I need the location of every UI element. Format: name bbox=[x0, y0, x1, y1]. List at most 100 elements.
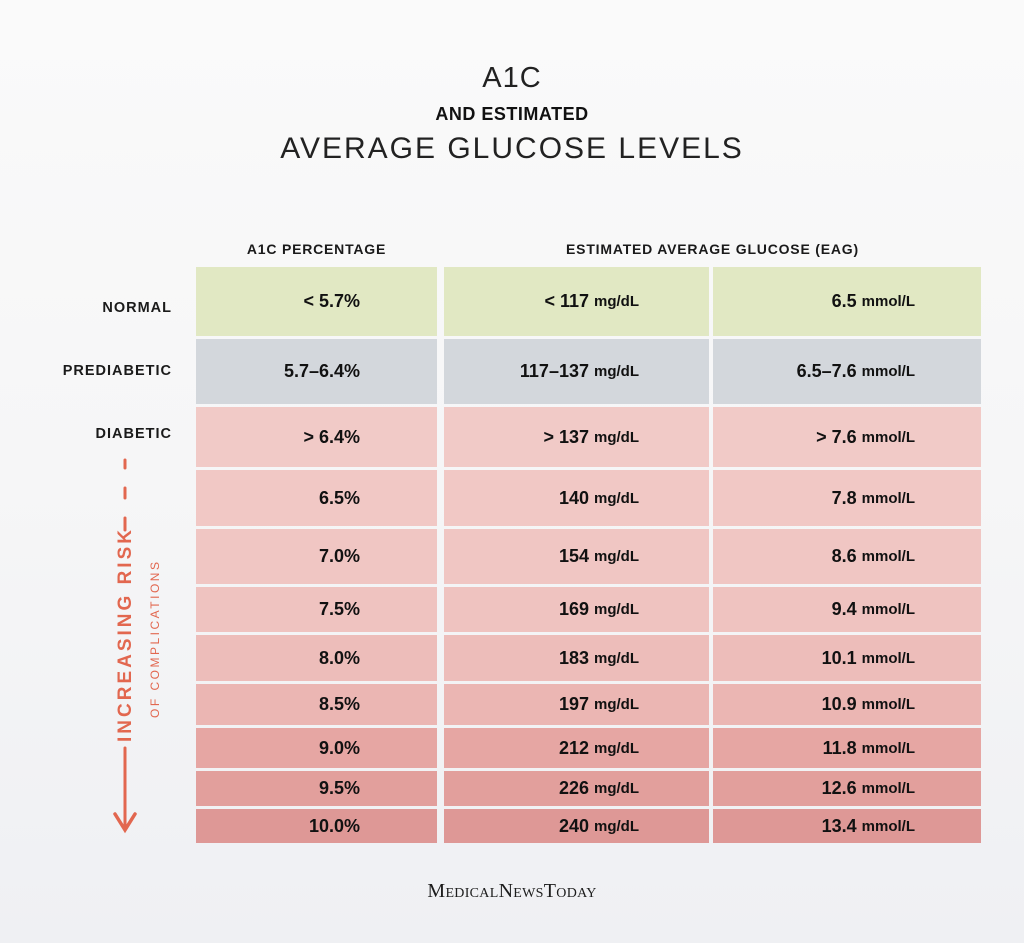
cell-eag-mmol: 13.4 mmol/L bbox=[713, 809, 981, 843]
cell-eag-mmol-value: 6.5 bbox=[831, 291, 857, 311]
cell-eag-mmol: 6.5–7.6 mmol/L bbox=[713, 339, 981, 404]
cell-a1c-value: 9.0% bbox=[318, 737, 360, 758]
cell-a1c-value: < 5.7% bbox=[303, 291, 360, 311]
cell-a1c: 7.5% bbox=[196, 587, 437, 632]
cell-a1c-value: 7.0% bbox=[318, 546, 360, 566]
cell-eag-mmol: > 7.6 mmol/L bbox=[713, 407, 981, 467]
cell-a1c-value: 6.5% bbox=[318, 487, 360, 508]
cell-eag-mgdl: < 117 mg/dL bbox=[444, 267, 709, 336]
cell-eag-mgdl-value: 140 bbox=[558, 487, 589, 508]
cell-eag-mgdl-value: 117–137 bbox=[519, 361, 589, 381]
cell-eag-mgdl-value: 240 bbox=[558, 815, 589, 836]
cell-eag-mgdl: 212 mg/dL bbox=[444, 728, 709, 768]
cell-eag-mmol-value: 12.6 bbox=[821, 778, 857, 798]
cell-eag-mmol-unit: mmol/L bbox=[861, 696, 915, 713]
risk-label: INCREASING RISK bbox=[115, 527, 136, 742]
cell-a1c-value: 10.0% bbox=[308, 815, 360, 836]
cell-eag-mmol-value: 10.9 bbox=[821, 694, 857, 714]
cell-a1c: 9.5% bbox=[196, 771, 437, 806]
cell-eag-mmol: 7.8 mmol/L bbox=[713, 470, 981, 526]
cell-eag-mgdl: 183 mg/dL bbox=[444, 635, 709, 681]
cell-eag-mmol-unit: mmol/L bbox=[861, 293, 915, 310]
cell-a1c: 5.7–6.4% bbox=[196, 339, 437, 404]
cell-eag-mmol-unit: mmol/L bbox=[861, 601, 915, 618]
cell-eag-mgdl-value: < 117 bbox=[544, 291, 589, 311]
cell-eag-mgdl-unit: mg/dL bbox=[594, 739, 639, 757]
cell-eag-mgdl-value: 183 bbox=[558, 647, 589, 668]
cell-a1c-value: 7.5% bbox=[318, 599, 360, 619]
down-arrow-icon bbox=[113, 458, 137, 834]
cell-a1c: > 6.4% bbox=[196, 407, 437, 467]
cell-eag-mmol: 8.6 mmol/L bbox=[713, 529, 981, 584]
cell-a1c-value: > 6.4% bbox=[303, 426, 360, 447]
cell-eag-mmol-value: 6.5–7.6 bbox=[796, 361, 857, 381]
row-label-prediabetic: PREDIABETIC bbox=[62, 363, 172, 379]
risk-sublabel: OF COMPLICATIONS bbox=[148, 559, 162, 718]
cell-a1c: < 5.7% bbox=[196, 267, 437, 336]
cell-eag-mgdl: > 137 mg/dL bbox=[444, 407, 709, 467]
cell-eag-mgdl-unit: mg/dL bbox=[594, 649, 639, 667]
cell-eag-mmol-unit: mmol/L bbox=[861, 548, 915, 565]
cell-a1c-value: 5.7–6.4% bbox=[283, 361, 360, 381]
cell-eag-mmol-value: 7.8 bbox=[831, 487, 857, 508]
cell-eag-mgdl-unit: mg/dL bbox=[594, 489, 639, 507]
cell-eag-mmol: 9.4 mmol/L bbox=[713, 587, 981, 632]
cell-eag-mgdl: 117–137 mg/dL bbox=[444, 339, 709, 404]
cell-eag-mgdl-value: 226 bbox=[558, 778, 589, 798]
cell-eag-mgdl-unit: mg/dL bbox=[594, 601, 639, 618]
cell-eag-mgdl-value: 197 bbox=[558, 694, 589, 714]
cell-eag-mgdl-unit: mg/dL bbox=[594, 696, 639, 713]
cell-eag-mgdl-unit: mg/dL bbox=[594, 363, 639, 380]
cell-eag-mmol: 10.9 mmol/L bbox=[713, 684, 981, 725]
cell-eag-mmol-unit: mmol/L bbox=[861, 489, 915, 507]
cell-eag-mgdl-unit: mg/dL bbox=[594, 780, 639, 797]
cell-eag-mgdl-value: 212 bbox=[558, 737, 589, 758]
cell-eag-mmol-unit: mmol/L bbox=[861, 817, 915, 835]
cell-eag-mmol-value: 13.4 bbox=[821, 815, 857, 836]
row-label-diabetic: DIABETIC bbox=[95, 426, 172, 442]
cell-a1c-value: 9.5% bbox=[318, 778, 360, 798]
cell-eag-mmol-value: > 7.6 bbox=[816, 426, 857, 447]
cell-a1c: 8.5% bbox=[196, 684, 437, 725]
cell-a1c: 6.5% bbox=[196, 470, 437, 526]
cell-eag-mgdl: 240 mg/dL bbox=[444, 809, 709, 843]
cell-eag-mgdl-value: 154 bbox=[558, 546, 589, 566]
cell-eag-mmol-unit: mmol/L bbox=[861, 363, 915, 380]
cell-eag-mmol-value: 9.4 bbox=[831, 599, 857, 619]
cell-eag-mmol: 12.6 mmol/L bbox=[713, 771, 981, 806]
cell-eag-mgdl: 169 mg/dL bbox=[444, 587, 709, 632]
cell-a1c: 10.0% bbox=[196, 809, 437, 843]
cell-eag-mgdl: 154 mg/dL bbox=[444, 529, 709, 584]
cell-eag-mmol-value: 8.6 bbox=[831, 546, 857, 566]
cell-a1c: 9.0% bbox=[196, 728, 437, 768]
cell-eag-mgdl-value: > 137 bbox=[543, 426, 589, 447]
cell-eag-mmol-value: 11.8 bbox=[822, 737, 857, 758]
cell-eag-mgdl-unit: mg/dL bbox=[594, 548, 639, 565]
cell-a1c-value: 8.0% bbox=[318, 647, 360, 668]
cell-eag-mmol-unit: mmol/L bbox=[861, 739, 915, 757]
header-a1c: A1C PERCENTAGE bbox=[246, 241, 387, 257]
header-eag: ESTIMATED AVERAGE GLUCOSE (EAG) bbox=[566, 241, 859, 257]
cell-eag-mgdl-unit: mg/dL bbox=[594, 428, 639, 446]
cell-eag-mgdl-unit: mg/dL bbox=[594, 817, 639, 835]
cell-eag-mmol: 10.1 mmol/L bbox=[713, 635, 981, 681]
cell-eag-mmol: 11.8 mmol/L bbox=[713, 728, 981, 768]
cell-eag-mmol: 6.5 mmol/L bbox=[713, 267, 981, 336]
cell-eag-mgdl: 226 mg/dL bbox=[444, 771, 709, 806]
title-line-2: AND ESTIMATED bbox=[435, 104, 589, 124]
cell-eag-mmol-unit: mmol/L bbox=[861, 649, 915, 667]
cell-eag-mmol-unit: mmol/L bbox=[861, 428, 915, 446]
cell-eag-mgdl: 197 mg/dL bbox=[444, 684, 709, 725]
cell-eag-mgdl: 140 mg/dL bbox=[444, 470, 709, 526]
cell-a1c: 7.0% bbox=[196, 529, 437, 584]
cell-eag-mgdl-value: 169 bbox=[558, 599, 589, 619]
title-line-3: AVERAGE GLUCOSE LEVELS bbox=[280, 132, 744, 165]
cell-a1c-value: 8.5% bbox=[318, 694, 360, 714]
cell-eag-mmol-unit: mmol/L bbox=[861, 780, 915, 797]
row-label-normal: NORMAL bbox=[102, 300, 172, 316]
logo: MedicalNewsToday bbox=[427, 880, 597, 902]
cell-a1c: 8.0% bbox=[196, 635, 437, 681]
title-line-1: A1C bbox=[482, 62, 542, 94]
cell-eag-mmol-value: 10.1 bbox=[821, 647, 857, 668]
cell-eag-mgdl-unit: mg/dL bbox=[594, 293, 639, 310]
